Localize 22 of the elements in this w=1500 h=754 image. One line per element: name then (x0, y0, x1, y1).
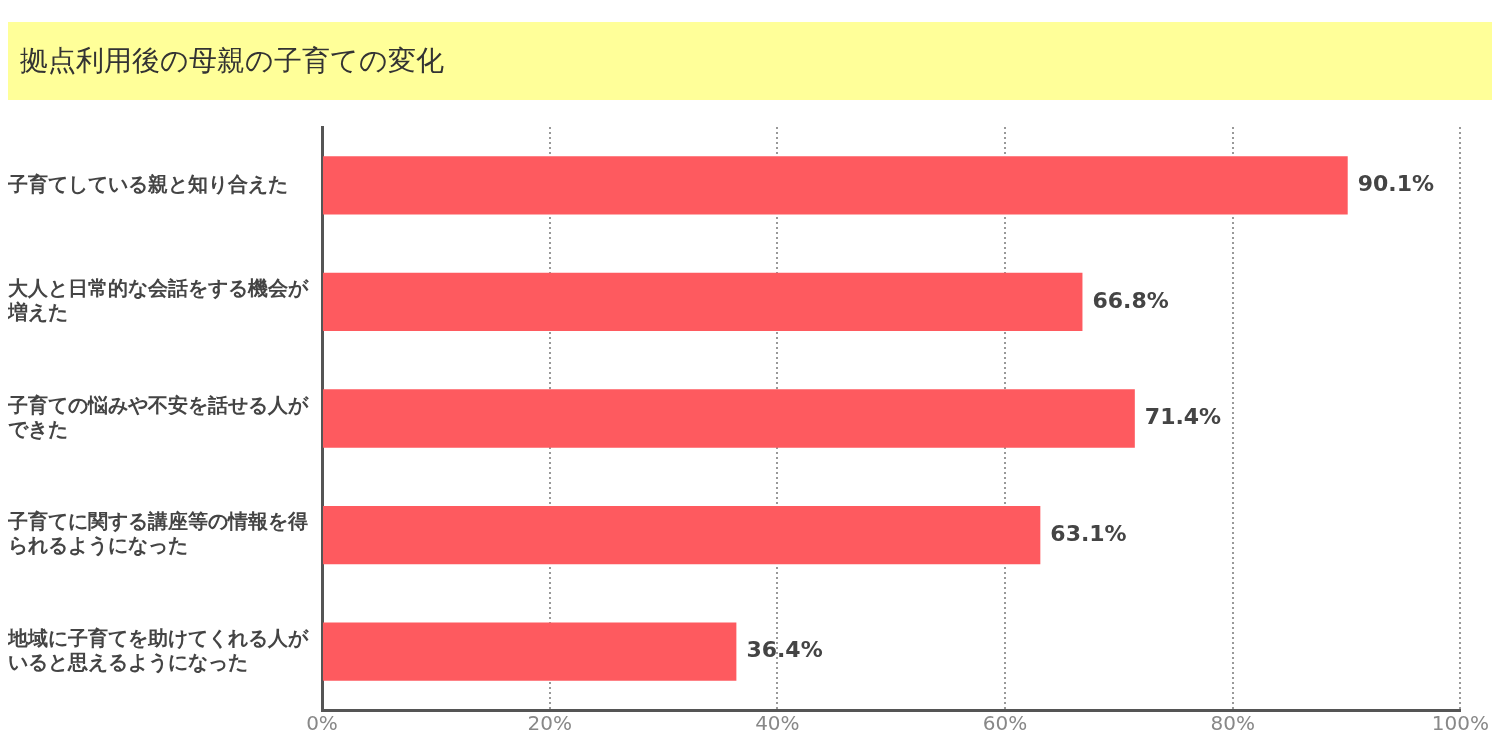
x-tick-label: 60% (982, 711, 1028, 736)
x-tick-label: 20% (527, 711, 572, 736)
bar (323, 505, 1041, 565)
x-tick-label: 40% (755, 711, 800, 736)
bar (323, 272, 1083, 332)
bar (323, 389, 1135, 448)
data-label: 36.4% (746, 637, 823, 663)
data-label: 71.4% (1144, 404, 1222, 430)
y-tick-label: 子育ての悩みや不安を話せる人ができた (7, 392, 309, 441)
chart-title: 拠点利用後の母親の子育ての変化 (8, 22, 1492, 100)
y-tick-label: 子育てしている親と知り合えた (7, 171, 288, 196)
data-label: 90.1% (1357, 171, 1435, 197)
bar (323, 622, 737, 681)
y-tick-label: 大人と日常的な会話をする機会が増えた (7, 276, 309, 325)
x-tick-label: 80% (1210, 711, 1255, 736)
y-tick-label: 地域に子育てを助けてくれる人がいると思えるようになった (7, 625, 309, 674)
bar (323, 156, 1348, 215)
y-tick-label: 子育てに関する講座等の情報を得られるようになった (7, 509, 308, 558)
data-label: 63.1% (1050, 520, 1127, 546)
x-tick-label: 100% (1431, 711, 1489, 736)
x-tick-label: 0% (306, 711, 338, 736)
data-label: 66.8% (1092, 287, 1169, 313)
